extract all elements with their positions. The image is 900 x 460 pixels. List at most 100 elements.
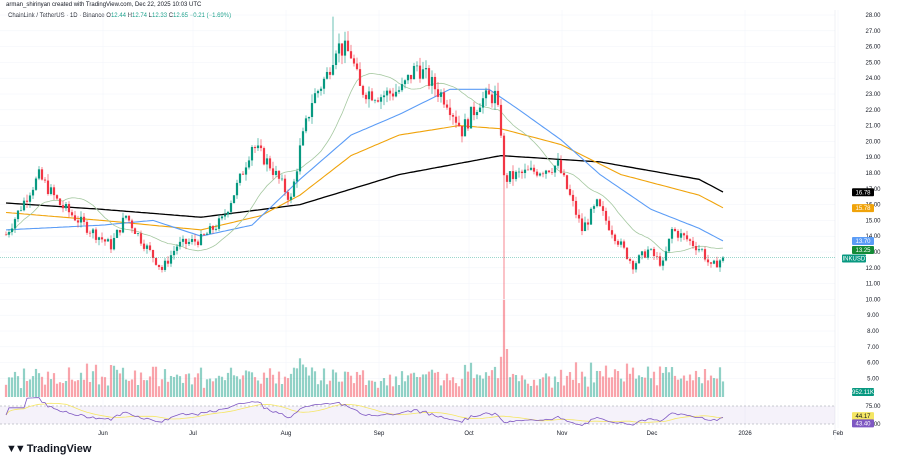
volume-bar [583,376,587,397]
volume-bar [85,363,89,397]
volume-bar [526,383,530,397]
volume-bar [667,372,671,397]
candle-body [262,148,266,165]
candle-body [490,94,494,104]
price-tick-label: 7.00 [867,345,879,351]
candle-body [103,239,107,242]
volume-bar [514,374,518,397]
volume-bar [262,372,266,397]
volume-bar [109,364,113,397]
volume-bar [91,371,95,397]
volume-bar [19,388,23,397]
candle-body [142,243,146,249]
candle-body [256,145,260,149]
price-tick-label: 8.00 [867,329,879,335]
candle-body [88,232,92,234]
price-chart[interactable]: 28.00 27.00 26.00 25.00 24.00 23.00 22.00 21.00… [0,0,900,440]
candle-body [184,238,188,244]
volume-bar [184,374,188,397]
candle-body [613,234,617,242]
candle-body [157,264,161,267]
volume-bar [415,376,419,397]
volume-bar [265,377,269,397]
volume-bar [538,379,542,397]
candle-body [388,90,392,94]
volume-bar [331,369,335,397]
candle-body [10,228,14,233]
volume-bar [655,385,659,397]
candle-body [340,43,344,56]
volume-bar [496,378,500,397]
candle-body [658,256,662,266]
candle-body [601,206,605,211]
candle-body [715,260,719,268]
rsi-level-label: 75.00 [865,404,881,410]
candle-body [640,251,644,256]
rsi-ma-line [5,402,724,423]
candle-body [7,232,11,235]
volume-bar [448,380,452,397]
volume-bar [124,379,128,397]
candle-body [565,175,569,190]
volume-bar [652,371,656,397]
volume-bar [361,370,365,397]
volume-bar [640,377,644,397]
candle-body [679,233,683,238]
volume-bar [700,383,704,397]
candle-body [418,65,422,79]
volume-bar [712,378,716,397]
candle-body [385,90,389,96]
candle-body [4,234,8,236]
volume-bar [112,365,116,397]
candle-body [22,200,26,211]
candle-body [511,171,515,180]
volume-bar [691,380,695,397]
volume-bar [340,381,344,397]
volume-bar [328,380,332,397]
volume-bar [586,386,590,397]
sma20-line [5,73,724,254]
candle-body [319,88,323,91]
volume-bar [319,380,323,397]
volume-bar [499,356,503,397]
open-value: 12.44 [110,13,126,19]
candle-body [523,169,527,174]
candle-body [199,234,203,246]
volume-bar [295,368,299,397]
candle-body [316,90,320,94]
candle-body [604,210,608,221]
volume-bar [343,371,347,397]
volume-bar [256,380,260,397]
volume-bar [325,384,329,397]
candle-body [370,91,374,101]
candle-body [73,215,77,221]
candle-body [118,229,122,233]
volume-bar [307,375,311,397]
volume-bar [463,364,467,397]
candle-body [253,146,257,149]
candle-body [148,245,152,251]
candle-body [175,246,179,251]
volume-bar [235,376,239,397]
tradingview-logo: ▼▼ TradingView [6,443,92,455]
candle-body [361,85,365,95]
candle-body [706,259,710,263]
candle-body [559,160,563,173]
time-tick-label: Nov [557,431,568,437]
volume-bar [544,373,548,397]
candle-body [208,226,212,234]
time-tick-label: Jun [98,431,108,437]
candle-body [457,122,461,127]
price-tick-label: 5.00 [867,376,879,382]
ma200-price-tag-bg [852,188,874,197]
candle-body [502,135,506,176]
candle-body [31,189,35,196]
price-tick-label: 25.00 [865,60,881,66]
volume-bar [697,377,701,397]
volume-bar [208,378,212,397]
candle-body [628,258,632,261]
volume-bar [40,376,44,397]
candle-body [301,131,305,146]
volume-bar [562,385,566,397]
candle-body [349,51,353,59]
